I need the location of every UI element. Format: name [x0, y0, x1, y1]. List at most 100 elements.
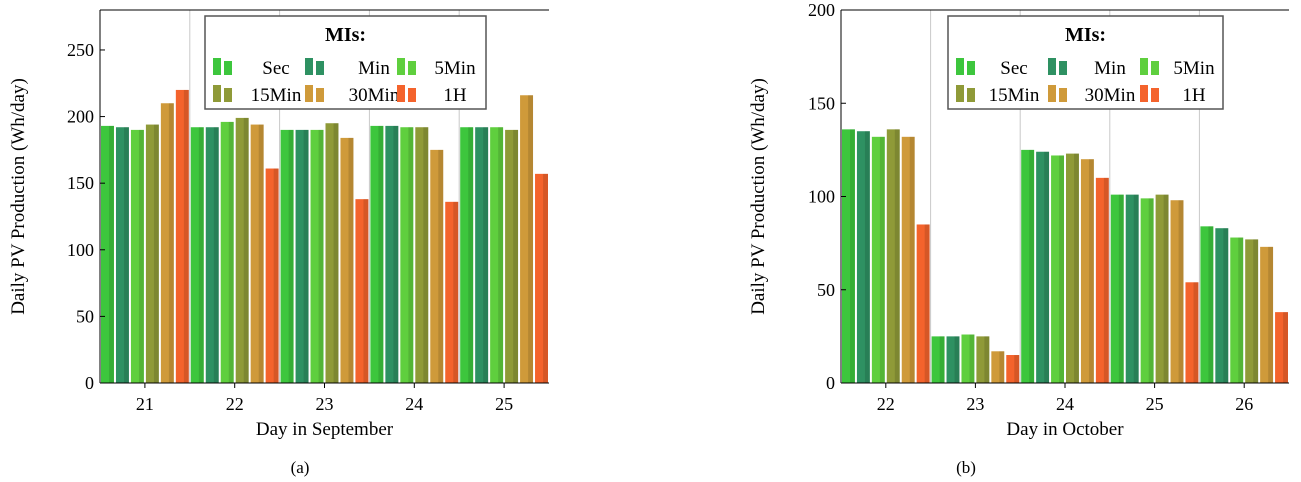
bar-shade	[363, 199, 369, 383]
bar-fill	[1110, 194, 1124, 383]
bar-shade	[438, 149, 444, 383]
bar-shade	[1014, 355, 1020, 383]
bar-fill	[871, 136, 885, 383]
bar-shade	[984, 336, 990, 383]
bar-fill	[295, 129, 309, 383]
bar-fill	[265, 168, 279, 383]
legend-item: 5Min	[1140, 58, 1215, 79]
bar-fill	[430, 149, 444, 383]
x-tick-label: 24	[405, 394, 423, 414]
legend-swatch	[1140, 85, 1148, 102]
y-tick-label: 100	[67, 240, 94, 260]
bar-fill	[991, 351, 1005, 383]
bar	[445, 201, 459, 383]
bar-shade	[183, 89, 189, 383]
bar-fill	[1155, 194, 1169, 383]
bar-fill	[1125, 194, 1139, 383]
bar-fill	[886, 129, 900, 383]
chart-panel-a: 0 50 100 150 200 250 21 22 23 24 25 Day in Septembe…	[0, 0, 650, 482]
bar	[101, 125, 114, 384]
bar-fill	[130, 129, 144, 383]
bar	[370, 125, 384, 384]
bar	[490, 127, 504, 383]
bar-shade	[124, 127, 129, 383]
legend-swatch	[1059, 61, 1067, 75]
bar-fill	[370, 125, 384, 384]
bar-fill	[400, 127, 414, 383]
bar	[505, 129, 519, 383]
bar	[220, 121, 234, 384]
bar	[400, 127, 414, 383]
bar-shade	[909, 136, 915, 383]
bar	[520, 95, 534, 383]
bar-fill	[115, 127, 129, 383]
legend-item: 15Min	[956, 85, 1040, 106]
legend-swatch	[224, 88, 232, 102]
bar-fill	[235, 117, 249, 384]
bar-fill	[385, 125, 399, 384]
bar-fill	[250, 124, 264, 384]
legend-swatch	[1151, 61, 1159, 75]
legend-item: 15Min	[213, 85, 302, 106]
bar-shade	[924, 224, 930, 383]
chart-b: 0 50 100 150 200 22 23 24 25 26 Day in October Dail…	[748, 0, 1289, 440]
bar-shade	[1059, 155, 1064, 383]
legend-swatch	[1059, 88, 1067, 102]
bar	[160, 103, 174, 383]
bar-shade	[999, 351, 1005, 383]
bar-shade	[1268, 246, 1274, 383]
bar-shade	[243, 117, 249, 384]
x-axis-label: Day in September	[256, 419, 394, 440]
bar-shade	[109, 125, 114, 384]
bar-shade	[513, 129, 519, 383]
bar-fill	[160, 103, 174, 383]
bar	[991, 351, 1005, 383]
bar	[842, 129, 855, 383]
legend-label: 5Min	[434, 58, 476, 79]
bar	[115, 127, 129, 383]
bar	[1245, 239, 1259, 383]
legend-label: Sec	[262, 58, 289, 79]
bar-fill	[976, 336, 990, 383]
x-tick-label: 22	[226, 394, 244, 414]
chart-caption-a: (a)	[290, 458, 310, 477]
y-tick-label: 0	[826, 373, 835, 393]
legend-box	[204, 15, 487, 110]
bar-shade	[1088, 159, 1094, 383]
bar	[946, 336, 960, 383]
bar-shade	[198, 127, 204, 383]
legend-swatch	[956, 85, 964, 102]
bar-shade	[483, 127, 489, 383]
legend-swatch	[316, 61, 324, 75]
y-axis-label: Daily PV Production (Wh/day)	[748, 78, 769, 315]
bar	[280, 129, 294, 383]
legend-swatch	[224, 61, 232, 75]
x-tick-label: 23	[316, 394, 334, 414]
legend-label: 1H	[443, 85, 467, 106]
bar	[460, 127, 474, 383]
bar-shade	[153, 124, 159, 384]
bar-fill	[1080, 159, 1094, 383]
bar	[310, 129, 324, 383]
bar-fill	[415, 127, 429, 383]
bar	[1200, 226, 1214, 383]
legend-box	[947, 15, 1224, 110]
bar-fill	[1185, 282, 1199, 383]
bar	[235, 117, 249, 384]
y-tick-label: 0	[85, 373, 94, 393]
bar	[961, 334, 975, 383]
bar-fill	[280, 129, 294, 383]
bar-shade	[498, 127, 504, 383]
legend-swatch	[213, 85, 221, 102]
legend-swatch	[956, 58, 964, 75]
bar-fill	[1200, 226, 1214, 383]
legend-item: 30Min	[305, 85, 400, 106]
bar	[190, 127, 204, 383]
bar-fill	[535, 173, 548, 383]
legend-swatch	[1151, 88, 1159, 102]
bar-shade	[273, 168, 279, 383]
x-tick-label: 25	[1146, 394, 1164, 414]
legend-swatch	[397, 85, 405, 102]
bar-fill	[842, 129, 855, 383]
bar	[535, 173, 548, 383]
